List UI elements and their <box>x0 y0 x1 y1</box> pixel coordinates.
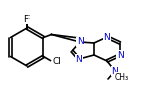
Text: F: F <box>24 15 29 23</box>
Text: F: F <box>23 15 29 23</box>
Text: Cl: Cl <box>52 57 61 66</box>
Text: F: F <box>24 15 29 23</box>
Text: N: N <box>104 32 110 42</box>
Text: N: N <box>112 66 118 76</box>
Text: N: N <box>117 51 123 59</box>
Text: N: N <box>76 55 82 63</box>
Text: CH₃: CH₃ <box>115 72 129 82</box>
Text: N: N <box>77 38 83 46</box>
Text: Cl: Cl <box>52 57 61 66</box>
